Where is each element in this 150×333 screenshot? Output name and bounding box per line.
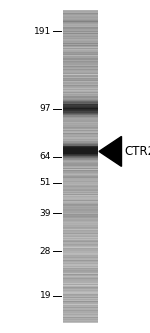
Polygon shape [99, 137, 122, 166]
Text: CTR2: CTR2 [124, 145, 150, 158]
Text: 39: 39 [39, 209, 51, 218]
Text: 28: 28 [40, 247, 51, 256]
Text: 191: 191 [34, 27, 51, 36]
Text: 64: 64 [40, 152, 51, 161]
Text: 19: 19 [39, 291, 51, 300]
Text: 97: 97 [39, 105, 51, 114]
Text: 51: 51 [39, 178, 51, 187]
